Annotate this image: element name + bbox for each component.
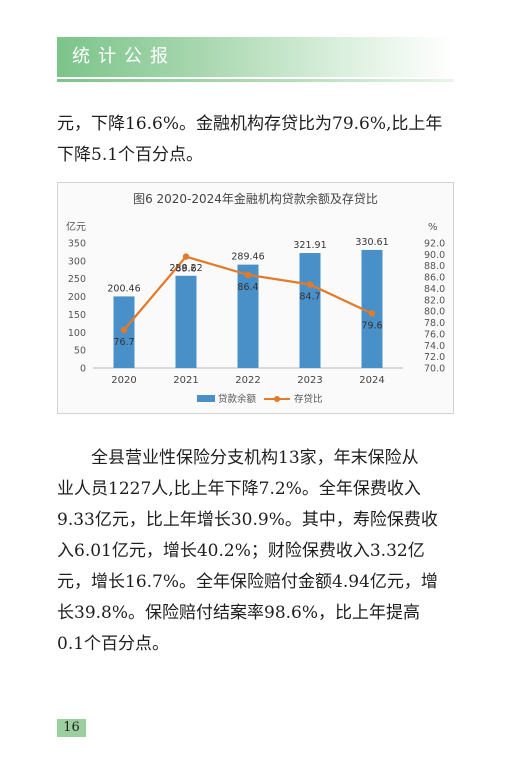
header-rule [57, 79, 454, 82]
loan-balance-bar [237, 264, 259, 368]
y-right-tick-label: 86.0 [424, 273, 445, 284]
y-left-unit: 亿元 [66, 220, 86, 233]
x-tick-label: 2023 [297, 375, 322, 386]
bar-value-label: 258.22 [169, 263, 202, 274]
y-right-tick-label: 82.0 [424, 295, 445, 306]
paragraph-2-line: 长39.8%。保险赔付结案率98.6%，比上年提高 [57, 603, 421, 623]
y-right-unit: % [428, 222, 438, 233]
paragraph-2-line: 全县营业性保险分支机构13家，年末保险从 [91, 448, 419, 468]
legend-bar-swatch [197, 395, 215, 402]
y-right-tick-label: 76.0 [424, 329, 445, 340]
ratio-value-label: 89.6 [175, 264, 196, 275]
legend-line-label: 存贷比 [294, 393, 323, 405]
loan-balance-bar [361, 249, 383, 368]
paragraph-2-line: 业人员1227人,比上年下降7.2%。全年保费收入 [57, 479, 421, 499]
y-right-tick-label: 74.0 [424, 341, 445, 352]
paragraph-1: 元，下降16.6%。金融机构存贷比为79.6%,比上年 下降5.1个百分点。 [57, 109, 457, 171]
ratio-value-label: 79.6 [361, 320, 382, 331]
page-number: 16 [57, 719, 86, 737]
loan-chart: 图6 2020-2024年金融机构贷款余额及存贷比 亿元% 0 50 100 150 20… [57, 182, 454, 414]
y-right-tick-label: 84.0 [424, 284, 445, 295]
y-left-tick-label: 300 [68, 256, 86, 267]
ratio-point [120, 326, 128, 334]
y-left-tick-label: 150 [68, 310, 86, 321]
y-right-tick-label: 70.0 [424, 364, 445, 375]
bar-value-label: 200.46 [107, 283, 140, 294]
ratio-value-label: 76.7 [113, 337, 134, 348]
y-right-tick-label: 90.0 [424, 250, 445, 261]
ratio-value-label: 84.7 [299, 291, 320, 302]
section-title: 统计公报 [72, 46, 176, 67]
y-right-tick-label: 72.0 [424, 352, 445, 363]
paragraph-2-line: 0.1个百分点。 [57, 634, 170, 654]
x-tick-label: 2020 [111, 375, 136, 386]
ratio-point [368, 310, 376, 317]
x-tick-label: 2022 [235, 375, 260, 386]
y-right-tick-label: 92.0 [424, 239, 445, 250]
chart-title: 图6 2020-2024年金融机构贷款余额及存贷比 [133, 192, 378, 206]
bar-value-label: 289.46 [231, 252, 264, 263]
paragraph-2-line: 入6.01亿元，增长40.2%；财险保费收入3.32亿 [57, 541, 425, 561]
y-right-tick-label: 78.0 [424, 318, 445, 329]
y-left-tick-label: 350 [68, 239, 86, 250]
legend-line-marker [274, 396, 280, 402]
x-tick-label: 2024 [359, 375, 384, 386]
ratio-point [244, 271, 252, 279]
bar-value-label: 321.91 [293, 240, 326, 251]
chart-canvas: 亿元 % 0 50 100 150 200 250 300 350 70.072.074.076.0… [66, 220, 445, 405]
paragraph-1-line: 元，下降16.6%。金融机构存贷比为79.6%,比上年 [57, 114, 443, 134]
paragraph-2-line: 元，增长16.7%。全年保险赔付金额4.94亿元，增 [57, 572, 438, 592]
y-left-tick-label: 0 [80, 364, 86, 375]
legend-bar-label: 贷款余额 [218, 393, 257, 405]
header-band [57, 37, 454, 77]
paragraph-2: 全县营业性保险分支机构13家，年末保险从 业人员1227人,比上年下降7.2%。… [57, 443, 457, 660]
y-right-tick-label: 88.0 [424, 261, 445, 272]
loan-balance-bar [175, 275, 197, 368]
y-left-tick-label: 100 [68, 328, 86, 339]
y-right-tick-label: 80.0 [424, 307, 445, 318]
y-left-tick-label: 250 [68, 274, 86, 285]
loan-balance-bar [299, 253, 321, 368]
bar-value-label: 330.61 [355, 237, 388, 248]
y-left-tick-label: 200 [68, 292, 86, 303]
y-left-tick-label: 50 [74, 346, 86, 357]
ratio-value-label: 86.4 [237, 282, 258, 293]
ratio-point [182, 253, 190, 260]
paragraph-1-line: 下降5.1个百分点。 [57, 145, 204, 165]
paragraph-2-line: 9.33亿元，比上年增长30.9%。其中，寿险保费收 [57, 510, 438, 530]
ratio-point [306, 281, 314, 288]
x-tick-label: 2021 [173, 375, 198, 386]
